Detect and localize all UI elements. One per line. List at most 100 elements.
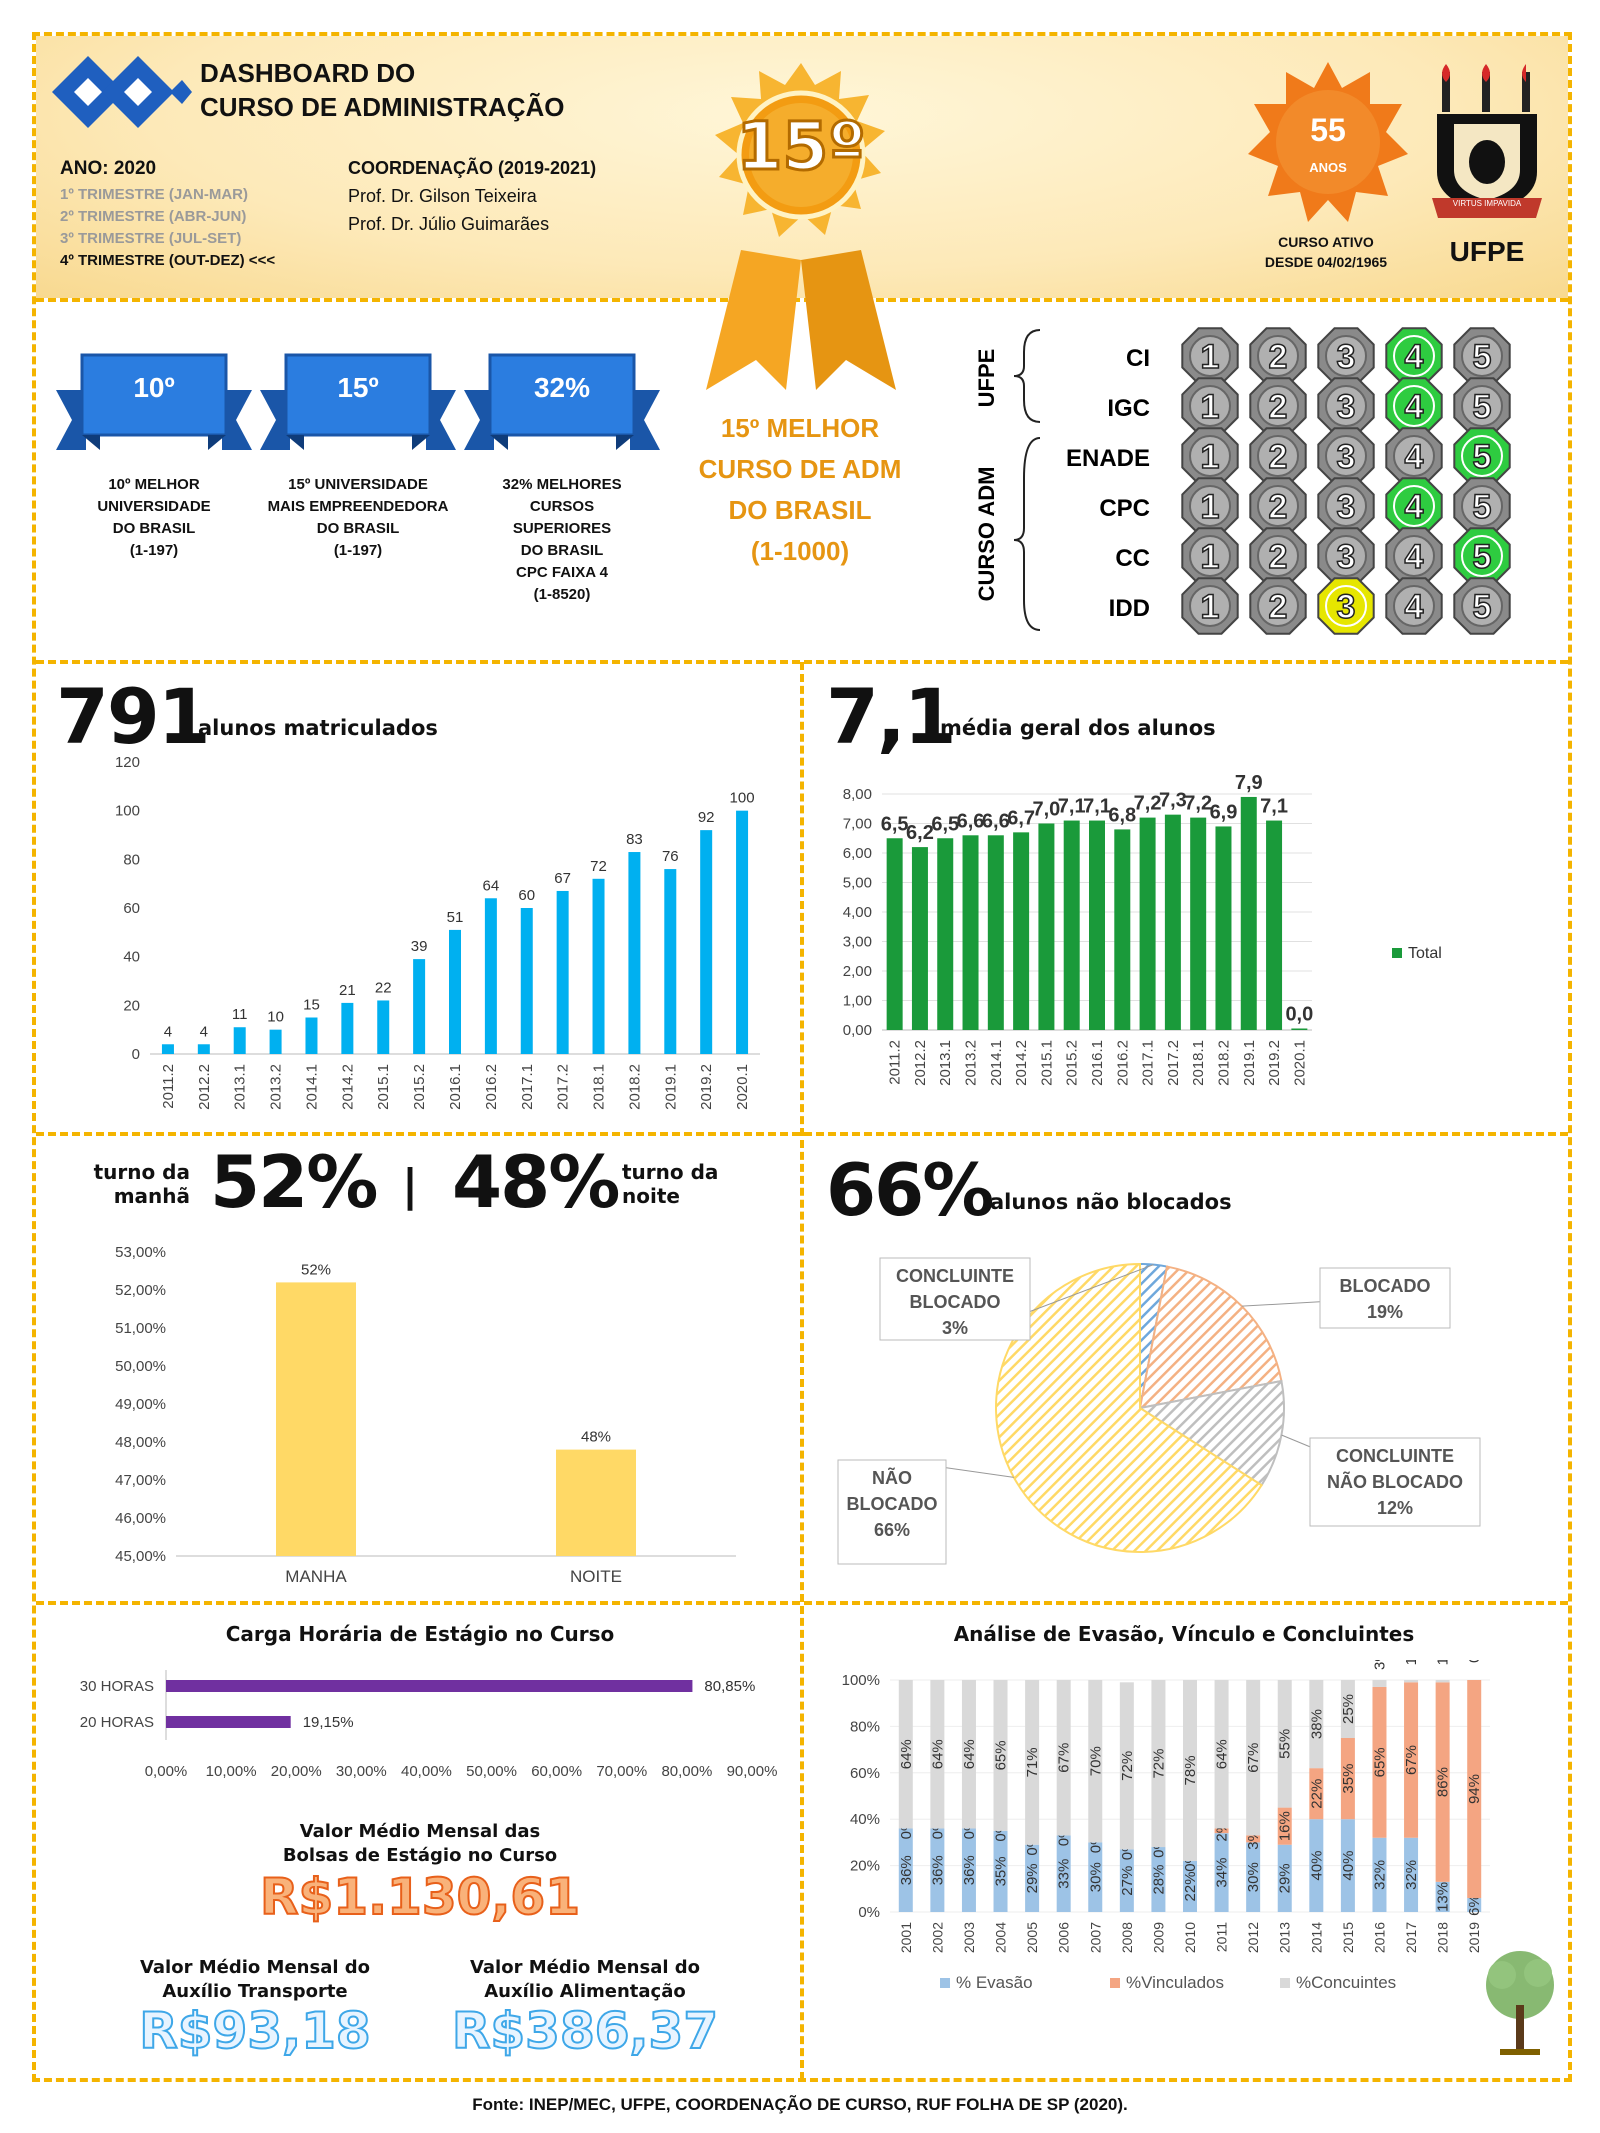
ribbon-caption-line: (1-8520) (533, 586, 591, 603)
x-tick-label: 2004 (993, 1922, 1009, 1953)
data-label: 6,8 (1108, 804, 1136, 826)
data-label: 67% (1056, 1743, 1073, 1773)
ribbon-caption-line: 15º UNIVERSIDADE (288, 476, 428, 493)
ribbon-caption-line: DO BRASIL (520, 542, 604, 559)
stacked-bar-segment (1183, 1680, 1197, 1861)
stacked-bar-segment (1119, 1849, 1134, 1912)
data-label: 22% (1182, 1871, 1199, 1901)
stacked-bar-segment (1467, 1898, 1482, 1912)
internship-chart-title: Carga Horária de Estágio no Curso (225, 1622, 615, 1646)
score-label: 1 (1201, 488, 1220, 526)
medal-caption-line: CURSO DE ADM (698, 454, 902, 484)
score-badge-core (1325, 485, 1367, 527)
year-label: ANO: 2020 (60, 158, 157, 179)
y-tick-label: 80 (123, 851, 140, 868)
y-tick-label: 46,00% (115, 1510, 166, 1527)
data-label: 72 (590, 858, 607, 875)
blocked-pie-chart: CONCLUINTE BLOCADO 3% BLOCADO 19% CONCLUINTE N… (837, 1257, 1481, 1565)
score-label: 3 (1337, 588, 1356, 626)
stacked-bar-segment (961, 1828, 976, 1912)
data-label: 7,9 (1235, 772, 1263, 794)
x-tick-label: 2013.1 (937, 1040, 954, 1086)
bar (377, 1000, 390, 1054)
bar (962, 835, 979, 1030)
score-badge-core (1393, 485, 1435, 527)
data-label: 36% (961, 1855, 978, 1885)
stacked-bar-segment (1340, 1738, 1355, 1820)
bar (269, 1029, 282, 1054)
active-since-line1: CURSO ATIVO (1278, 234, 1374, 250)
bar (664, 869, 677, 1054)
data-label: 76 (662, 848, 679, 865)
y-tick-label: 20% (850, 1858, 880, 1875)
y-tick-label: 20 (123, 997, 140, 1014)
x-tick-label: MANHA (285, 1567, 347, 1586)
data-label: 16% (1277, 1811, 1294, 1841)
trimester-3: 3º TRIMESTRE (JUL-SET) (60, 230, 242, 247)
group-label-course: CURSO ADM (974, 467, 999, 602)
x-tick-label: 2018.2 (1215, 1040, 1232, 1086)
x-tick-label: 60,00% (531, 1763, 582, 1780)
x-tick-label: 2019.2 (1266, 1040, 1283, 1086)
dashboard-title-line2: CURSO DE ADMINISTRAÇÃO (200, 92, 565, 122)
stacked-bar-segment (1214, 1680, 1229, 1829)
data-label: 64% (1214, 1739, 1231, 1769)
group-label-ufpe: UFPE (974, 349, 999, 408)
data-label: 1% (1403, 1660, 1420, 1665)
bar (592, 878, 605, 1054)
x-tick-label: 2003 (961, 1922, 977, 1953)
data-label: 6,5 (881, 813, 909, 835)
score-badge-core (1461, 435, 1503, 477)
data-label: 35% (1340, 1764, 1357, 1794)
x-tick-label: 2009 (1150, 1922, 1166, 1953)
x-tick-label: 2013 (1277, 1922, 1293, 1953)
x-tick-label: 2016.2 (1114, 1040, 1131, 1086)
x-tick-label: 2017 (1403, 1922, 1419, 1953)
legend-label: %Concuintes (1296, 1973, 1396, 1992)
indicator-name: IGC (1107, 395, 1150, 422)
x-tick-label: 2014.2 (1013, 1040, 1030, 1086)
score-label: 4 (1405, 488, 1424, 526)
data-label: 30% (1087, 1862, 1104, 1892)
legend-swatch (1110, 1978, 1120, 1988)
score-badge-core (1257, 385, 1299, 427)
stacked-bar-segment (1340, 1819, 1355, 1912)
y-tick-label: 40 (123, 949, 140, 966)
stacked-bar-segment (1309, 1819, 1324, 1912)
bar (556, 1449, 636, 1556)
bar (341, 1002, 354, 1054)
data-label: 64% (929, 1739, 946, 1769)
data-label: 0% (1466, 1660, 1483, 1663)
grades-big-number: 7,1 (826, 672, 957, 761)
data-label: 64% (898, 1739, 915, 1769)
grades-chart: 0,00 1,00 2,00 3,00 4,00 5,00 6,00 7,00 8,00 6,5 2… (843, 772, 1442, 1086)
score-badge-core (1189, 435, 1231, 477)
y-tick-label: 1,00 (843, 993, 872, 1010)
ribbon-icon (260, 353, 456, 450)
score-badge-core (1461, 485, 1503, 527)
legend-label: Total (1408, 945, 1442, 962)
ribbon-value: 32% (533, 372, 591, 403)
medal-caption: 15º MELHOR CURSO DE ADM DO BRASIL (1-100… (660, 408, 940, 572)
bar (987, 835, 1004, 1030)
pie-label: 12% (1377, 1498, 1413, 1518)
grant-title-1: Valor Médio Mensal das (299, 1821, 541, 1842)
stacked-bar-segment (1372, 1686, 1387, 1838)
pie-label-box (879, 1257, 1031, 1341)
data-label: 15 (303, 997, 320, 1014)
score-badge-core (1461, 585, 1503, 627)
ribbon-caption-line: CPC FAIXA 4 (516, 564, 608, 581)
x-tick-label: 2007 (1087, 1922, 1103, 1953)
students-chart: 0 20 40 60 80 100 120 4 2011.2 4 2012.2 11 2013.1 10 2… (115, 754, 760, 1110)
x-tick-label: 2018.1 (1190, 1040, 1207, 1086)
score-badge-core (1189, 585, 1231, 627)
score-label: 2 (1269, 438, 1288, 476)
dropout-chart-title: Análise de Evasão, Vínculo e Concluintes (953, 1622, 1415, 1646)
x-tick-label: 2017.1 (519, 1064, 536, 1110)
bar (700, 830, 713, 1054)
pie-label: CONCLUINTE (896, 1266, 1014, 1286)
score-badge-core (1257, 435, 1299, 477)
stacked-bar-segment (1435, 1682, 1450, 1882)
data-label: 86% (1435, 1767, 1452, 1797)
pie-label: NÃO BLOCADO (1327, 1471, 1463, 1492)
